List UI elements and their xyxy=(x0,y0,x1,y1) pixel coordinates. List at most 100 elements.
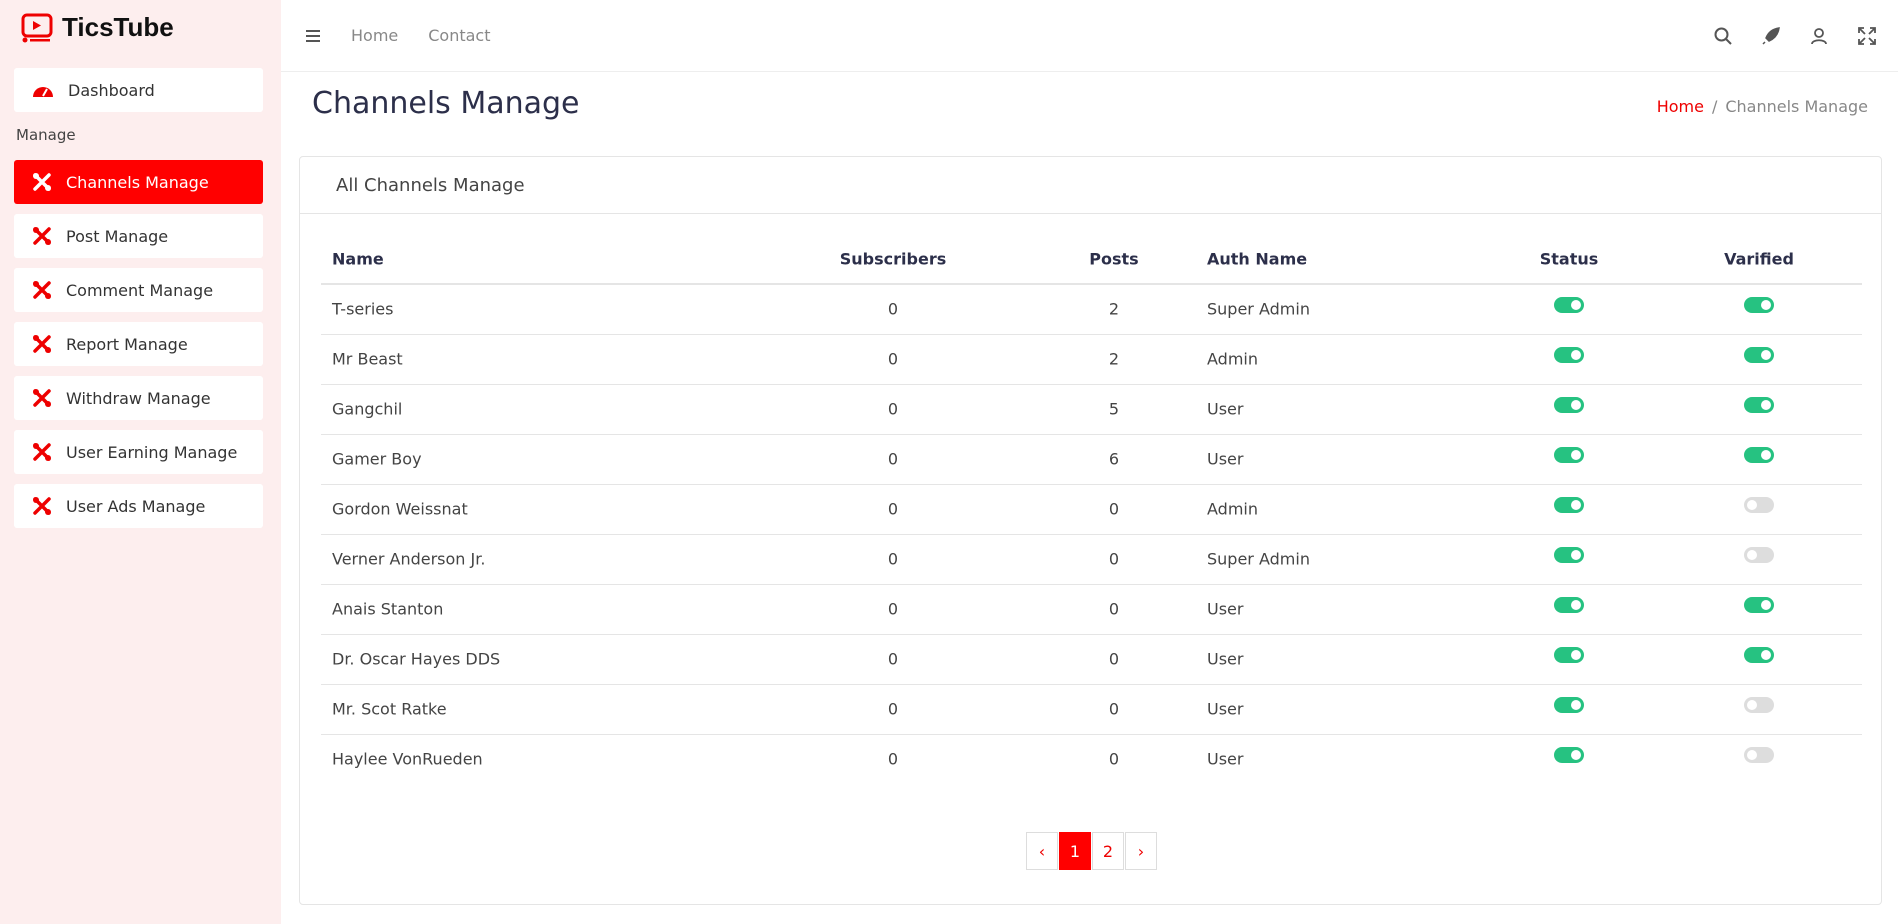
table-cell: User xyxy=(1207,399,1244,419)
column-header: Name xyxy=(332,249,384,269)
topbar: Home Contact xyxy=(281,0,1898,72)
icon xyxy=(33,389,51,407)
table-cell: User xyxy=(1207,599,1244,619)
toggle[interactable] xyxy=(1744,697,1774,713)
table-cell: Gangchil xyxy=(332,399,403,419)
table-cell: 0 xyxy=(887,749,899,769)
sidebar-link[interactable]: User Earning Manage xyxy=(14,430,263,474)
table-cell: Mr. Scot Ratke xyxy=(332,699,447,719)
column-header: Subscribers xyxy=(839,249,947,269)
logo-icon xyxy=(21,13,53,42)
icon xyxy=(33,335,51,353)
fullscreen-icon[interactable] xyxy=(1858,26,1876,45)
table-cell: Super Admin xyxy=(1207,549,1310,569)
label: Withdraw Manage xyxy=(66,388,211,408)
card-title: All Channels Manage xyxy=(300,157,1881,214)
toggle[interactable] xyxy=(1744,347,1774,363)
label: Dashboard xyxy=(68,80,155,100)
page-button[interactable]: 1 xyxy=(1059,832,1091,870)
toggle[interactable] xyxy=(1554,397,1584,413)
table-cell: Admin xyxy=(1207,349,1258,369)
sidebar-link[interactable]: Post Manage xyxy=(14,214,263,258)
breadcrumb: Home / Channels Manage xyxy=(1656,97,1868,116)
table-cell: T-series xyxy=(332,299,394,319)
table-cell: Anais Stanton xyxy=(332,599,444,619)
sidebar: TicsTube Dashboard Manage Channels Manag… xyxy=(0,0,281,924)
toggle[interactable] xyxy=(1744,497,1774,513)
table-cell: User xyxy=(1207,749,1244,769)
table-cell: 0 xyxy=(887,549,899,569)
table-cell: 0 xyxy=(1108,499,1120,519)
sidebar-link[interactable]: User Ads Manage xyxy=(14,484,263,528)
page-button[interactable]: ‹ xyxy=(1026,832,1058,870)
nav-link[interactable]: Contact xyxy=(428,26,491,45)
brand-name: TicsTube xyxy=(62,12,174,42)
toggle[interactable] xyxy=(1744,397,1774,413)
toggle[interactable] xyxy=(1744,647,1774,663)
toggle[interactable] xyxy=(1744,447,1774,463)
table-cell: 0 xyxy=(887,499,899,519)
label: Report Manage xyxy=(66,334,188,354)
table-cell: 0 xyxy=(887,649,899,669)
table-cell: 0 xyxy=(1108,549,1120,569)
icon xyxy=(33,443,51,461)
label: Post Manage xyxy=(66,226,169,246)
toggle[interactable] xyxy=(1554,297,1584,313)
table-cell: User xyxy=(1207,699,1244,719)
breadcrumb-link[interactable]: Home xyxy=(1656,97,1704,116)
table-cell: 0 xyxy=(1108,749,1120,769)
search-icon[interactable] xyxy=(1714,27,1732,45)
toggle[interactable] xyxy=(1554,597,1584,613)
table-cell: 0 xyxy=(1108,599,1120,619)
rocket-icon[interactable] xyxy=(1762,26,1780,45)
table-cell: Gamer Boy xyxy=(332,449,422,469)
row-divider xyxy=(321,334,1862,335)
table-cell: Haylee VonRueden xyxy=(332,749,483,769)
toggle[interactable] xyxy=(1554,747,1584,763)
table-cell: Verner Anderson Jr. xyxy=(332,549,486,569)
row-divider xyxy=(321,634,1862,635)
toggle[interactable] xyxy=(1744,747,1774,763)
menu-toggle[interactable] xyxy=(305,29,321,43)
toggle[interactable] xyxy=(1554,497,1584,513)
toggle[interactable] xyxy=(1554,697,1584,713)
table-cell: 0 xyxy=(887,699,899,719)
toggle[interactable] xyxy=(1744,547,1774,563)
toggle[interactable] xyxy=(1744,597,1774,613)
label: Comment Manage xyxy=(66,280,214,300)
table-cell: Admin xyxy=(1207,499,1258,519)
nav-link[interactable]: Home xyxy=(351,26,399,45)
sidebar-link[interactable]: Comment Manage xyxy=(14,268,263,312)
user-icon[interactable] xyxy=(1810,27,1828,45)
dashboard-link[interactable]: Dashboard xyxy=(14,68,263,112)
toggle[interactable] xyxy=(1744,297,1774,313)
label: User Ads Manage xyxy=(66,496,206,516)
page-button[interactable]: › xyxy=(1125,832,1157,870)
sidebar-link[interactable]: Channels Manage xyxy=(14,160,263,204)
section-label: Manage xyxy=(16,126,76,144)
toggle[interactable] xyxy=(1554,547,1584,563)
icon xyxy=(33,173,51,191)
column-header: Status xyxy=(1539,249,1599,269)
row-divider xyxy=(321,584,1862,585)
toggle[interactable] xyxy=(1554,647,1584,663)
table-cell: 6 xyxy=(1108,449,1120,469)
table-cell: 0 xyxy=(1108,649,1120,669)
toggle[interactable] xyxy=(1554,447,1584,463)
row-divider xyxy=(321,384,1862,385)
table-cell: 2 xyxy=(1108,299,1120,319)
sidebar-link[interactable]: Report Manage xyxy=(14,322,263,366)
row-divider xyxy=(321,283,1862,285)
sidebar-link[interactable]: Withdraw Manage xyxy=(14,376,263,420)
icon xyxy=(33,227,51,245)
column-header: Posts xyxy=(1089,249,1139,269)
table-cell: 5 xyxy=(1108,399,1120,419)
page-button[interactable]: 2 xyxy=(1092,832,1124,870)
table-cell: 0 xyxy=(887,399,899,419)
toggle[interactable] xyxy=(1554,347,1584,363)
row-divider xyxy=(321,534,1862,535)
label: User Earning Manage xyxy=(66,442,238,462)
icon xyxy=(33,281,51,299)
table-cell: 2 xyxy=(1108,349,1120,369)
table-cell: User xyxy=(1207,449,1244,469)
